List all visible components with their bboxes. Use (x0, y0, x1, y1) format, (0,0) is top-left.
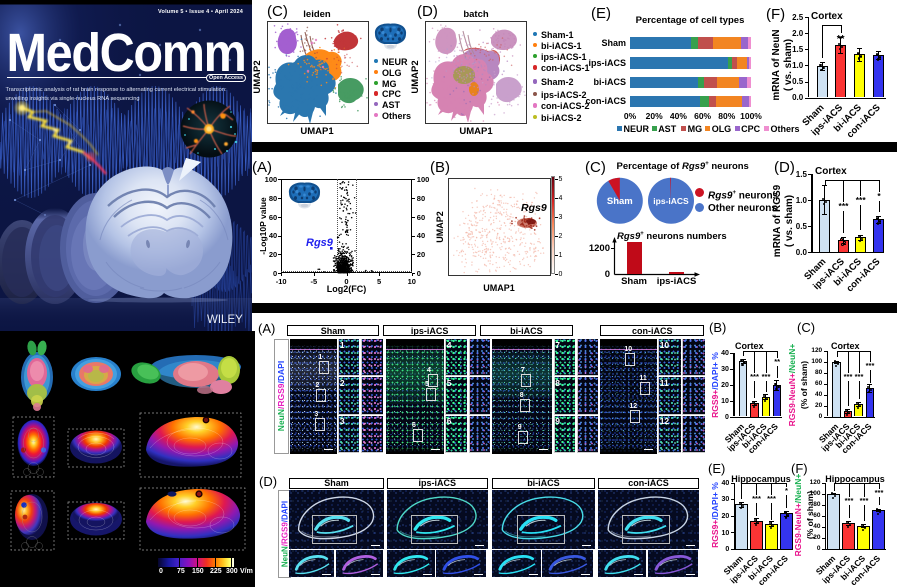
svg-text:-Log10P value: -Log10P value (258, 197, 268, 255)
svg-text:RGS9-NeuN+/NeuN+: RGS9-NeuN+/NeuN+ (787, 344, 797, 427)
svg-text:( vs. sham): ( vs. sham) (784, 195, 795, 247)
svg-text:RGS9+/DAPI+ %: RGS9+/DAPI+ % (710, 352, 720, 418)
svg-text:RGS9+/DAPI+ %: RGS9+/DAPI+ % (710, 482, 720, 548)
svg-text:UMAP2: UMAP2 (410, 60, 421, 93)
svg-text:UMAP2: UMAP2 (435, 211, 445, 243)
svg-text:mRNA of RGS9: mRNA of RGS9 (772, 184, 783, 257)
svg-text:(% of sham): (% of sham) (805, 491, 815, 539)
svg-text:mRNA of NeuN: mRNA of NeuN (771, 29, 782, 100)
svg-text:UMAP2: UMAP2 (252, 60, 263, 93)
svg-text:( vs. sham): ( vs. sham) (783, 39, 794, 91)
svg-text:RGS9-NeuN+/NeuN+: RGS9-NeuN+/NeuN+ (793, 474, 803, 557)
svg-text:(% of sham): (% of sham) (799, 361, 809, 409)
